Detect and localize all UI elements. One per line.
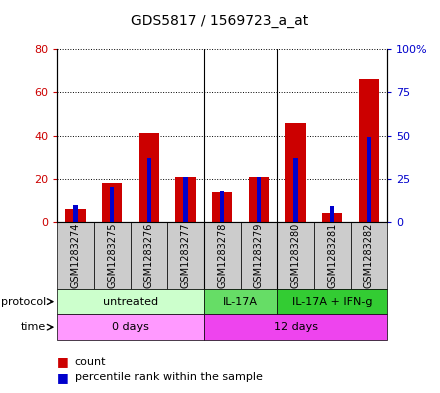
Bar bbox=[286, 123, 306, 222]
Bar bbox=[57, 289, 204, 314]
Bar bbox=[257, 177, 261, 222]
Text: IL-17A: IL-17A bbox=[223, 297, 258, 307]
Text: untreated: untreated bbox=[103, 297, 158, 307]
Text: GSM1283282: GSM1283282 bbox=[364, 223, 374, 288]
Text: percentile rank within the sample: percentile rank within the sample bbox=[75, 372, 263, 382]
Bar bbox=[204, 314, 387, 340]
Text: 12 days: 12 days bbox=[274, 322, 318, 332]
Bar bbox=[367, 137, 371, 222]
Text: 0 days: 0 days bbox=[112, 322, 149, 332]
Bar bbox=[220, 191, 224, 222]
Text: GSM1283279: GSM1283279 bbox=[254, 223, 264, 288]
Bar bbox=[57, 222, 94, 289]
Bar bbox=[167, 222, 204, 289]
Bar bbox=[131, 222, 167, 289]
Text: time: time bbox=[21, 322, 46, 332]
Bar bbox=[277, 222, 314, 289]
Bar bbox=[147, 158, 151, 222]
Bar bbox=[204, 222, 241, 289]
Text: GDS5817 / 1569723_a_at: GDS5817 / 1569723_a_at bbox=[132, 14, 308, 28]
Text: GSM1283280: GSM1283280 bbox=[290, 223, 301, 288]
Bar bbox=[204, 289, 277, 314]
Bar bbox=[322, 213, 342, 222]
Bar bbox=[249, 177, 269, 222]
Text: GSM1283277: GSM1283277 bbox=[180, 223, 191, 288]
Bar bbox=[314, 222, 351, 289]
Text: ■: ■ bbox=[57, 355, 69, 368]
Text: protocol: protocol bbox=[1, 297, 46, 307]
Bar bbox=[66, 209, 86, 222]
Text: IL-17A + IFN-g: IL-17A + IFN-g bbox=[292, 297, 372, 307]
Bar bbox=[212, 192, 232, 222]
Bar bbox=[293, 158, 298, 222]
Bar bbox=[102, 183, 122, 222]
Text: ■: ■ bbox=[57, 371, 69, 384]
Text: count: count bbox=[75, 356, 106, 367]
Bar bbox=[241, 222, 277, 289]
Text: GSM1283276: GSM1283276 bbox=[144, 223, 154, 288]
Bar bbox=[73, 205, 78, 222]
Text: GSM1283281: GSM1283281 bbox=[327, 223, 337, 288]
Bar bbox=[110, 187, 114, 222]
Bar bbox=[183, 177, 188, 222]
Bar bbox=[330, 206, 334, 222]
Bar bbox=[359, 79, 379, 222]
Bar bbox=[57, 314, 204, 340]
Text: GSM1283278: GSM1283278 bbox=[217, 223, 227, 288]
Text: GSM1283275: GSM1283275 bbox=[107, 223, 117, 288]
Bar bbox=[94, 222, 131, 289]
Bar bbox=[139, 133, 159, 222]
Bar bbox=[176, 177, 196, 222]
Bar bbox=[277, 289, 387, 314]
Bar bbox=[351, 222, 387, 289]
Text: GSM1283274: GSM1283274 bbox=[70, 223, 81, 288]
